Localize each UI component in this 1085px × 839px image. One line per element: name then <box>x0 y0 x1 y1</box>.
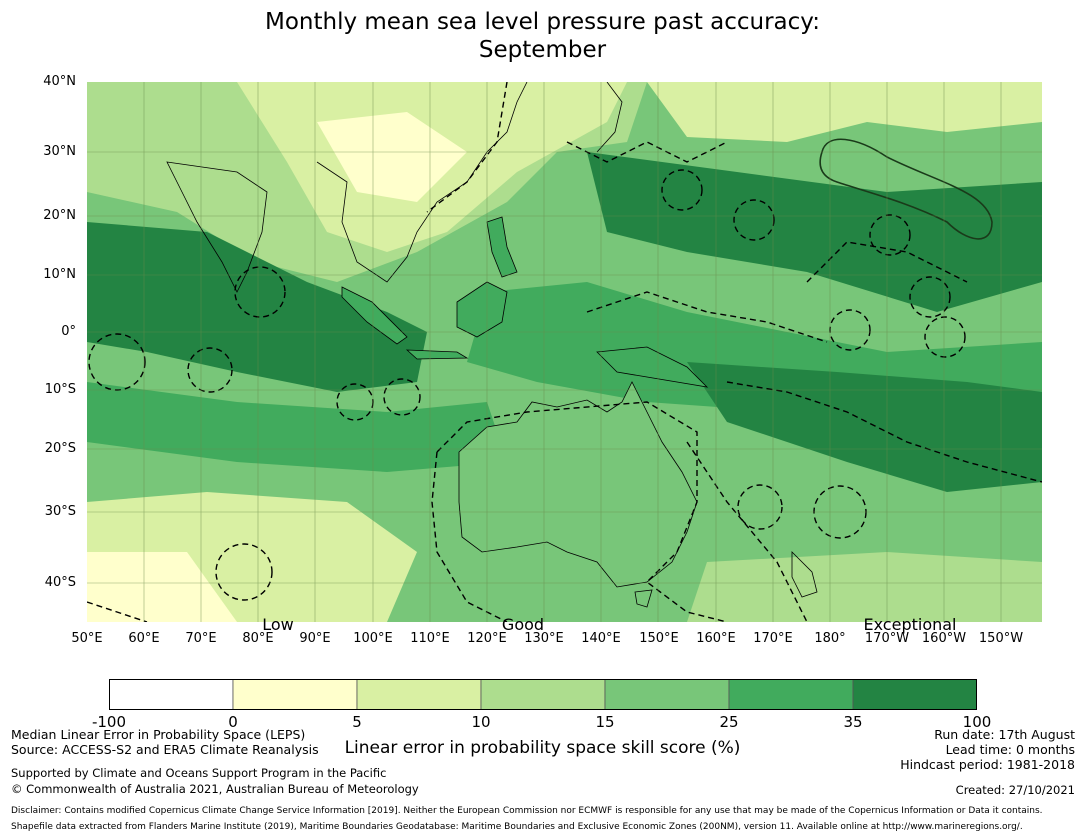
colorbar-tick: 35 <box>843 713 863 731</box>
colorbar-tick: 10 <box>471 713 491 731</box>
lon-label: 70°E <box>185 631 217 646</box>
colorbar-outline <box>109 679 977 710</box>
lead-time: Lead time: 0 months <box>945 742 1075 757</box>
lon-label: 90°E <box>299 631 331 646</box>
skill-map <box>87 82 1042 622</box>
region-pacific-dark <box>587 152 1042 312</box>
new-zealand-coast <box>791 551 818 598</box>
colorbar <box>109 679 977 710</box>
lat-label: 30°N <box>43 144 76 159</box>
colorbar-tick: 25 <box>719 713 739 731</box>
category-low: Low <box>262 615 294 634</box>
tasmania <box>634 589 653 608</box>
region-south-indian <box>87 382 507 472</box>
region-south-pacific-dark <box>687 362 1042 492</box>
footer-support: Supported by Climate and Oceans Support … <box>11 766 387 780</box>
java <box>405 349 469 360</box>
lon-label: 80°E <box>242 631 274 646</box>
lon-label: 150°W <box>978 631 1024 646</box>
hindcast-period: Hindcast period: 1981-2018 <box>900 757 1075 772</box>
title-line-1: Monthly mean sea level pressure past acc… <box>265 9 820 35</box>
title-line-2: September <box>478 37 607 63</box>
lat-label: 20°S <box>44 441 76 456</box>
graticule <box>87 82 1042 622</box>
japan-coast <box>596 82 623 153</box>
colorbar-label: Linear error in probability space skill … <box>344 738 741 758</box>
region-sw-palest <box>87 552 237 622</box>
lat-label: 0° <box>61 324 76 339</box>
new-guinea <box>596 346 709 388</box>
region-indian-dark <box>87 222 427 392</box>
created-date: Created: 27/10/2021 <box>955 783 1075 797</box>
category-exceptional: Exceptional <box>863 615 957 634</box>
colorbar-segment <box>232 679 358 710</box>
hawaii-boundary <box>819 138 993 240</box>
lon-label: 100°E <box>353 631 393 646</box>
colorbar-tick: 0 <box>228 713 238 731</box>
lon-label: 120°E <box>467 631 507 646</box>
lon-label: 130°E <box>524 631 564 646</box>
lon-label: 180° <box>814 631 846 646</box>
category-good: Good <box>501 615 545 634</box>
lon-label: 60°E <box>128 631 160 646</box>
colorbar-tick: -100 <box>91 713 127 731</box>
lat-label: 40°N <box>43 74 76 89</box>
lon-label: 50°E <box>71 631 103 646</box>
lat-label: 20°N <box>43 208 76 223</box>
disclaimer-shapefile: Shapefile data extracted from Flanders M… <box>11 822 1023 832</box>
sumatra <box>341 286 408 345</box>
colorbar-segment <box>728 679 854 710</box>
region-tasman-light <box>687 552 1042 622</box>
lon-label: 150°E <box>639 631 679 646</box>
colorbar-tick: 100 <box>962 713 992 731</box>
lon-label: 160°W <box>921 631 967 646</box>
map-title: Monthly mean sea level pressure past acc… <box>0 8 1085 64</box>
lat-label: 10°S <box>44 382 76 397</box>
colorbar-segment <box>356 679 482 710</box>
lon-label: 170°W <box>864 631 910 646</box>
run-date: Run date: 17th August <box>934 727 1075 742</box>
colorbar-segment <box>852 679 977 710</box>
colorbar-tick: 15 <box>595 713 615 731</box>
lat-label: 40°S <box>44 575 76 590</box>
lat-label: 30°S <box>44 504 76 519</box>
region-north-pacific-pale <box>647 82 1042 142</box>
india-outline <box>166 161 268 293</box>
disclaimer-copernicus: Disclaimer: Contains modified Copernicus… <box>11 806 1043 816</box>
lon-label: 170°E <box>753 631 793 646</box>
lon-label: 160°E <box>696 631 736 646</box>
lon-label: 110°E <box>410 631 450 646</box>
colorbar-tick: 5 <box>352 713 362 731</box>
philippines <box>486 216 518 278</box>
footer-method: Median Linear Error in Probability Space… <box>11 727 306 742</box>
footer-source: Source: ACCESS-S2 and ERA5 Climate Reana… <box>11 742 319 757</box>
region-asia-palest <box>317 112 467 202</box>
colorbar-segment <box>109 679 234 710</box>
footer-copyright: © Commonwealth of Australia 2021, Austra… <box>11 782 419 796</box>
colorbar-segment <box>480 679 606 710</box>
colorbar-segment <box>604 679 730 710</box>
southeast-asia-coast <box>316 82 528 283</box>
lat-label: 10°N <box>43 267 76 282</box>
eez-boundaries <box>87 82 1042 622</box>
lon-label: 140°E <box>581 631 621 646</box>
